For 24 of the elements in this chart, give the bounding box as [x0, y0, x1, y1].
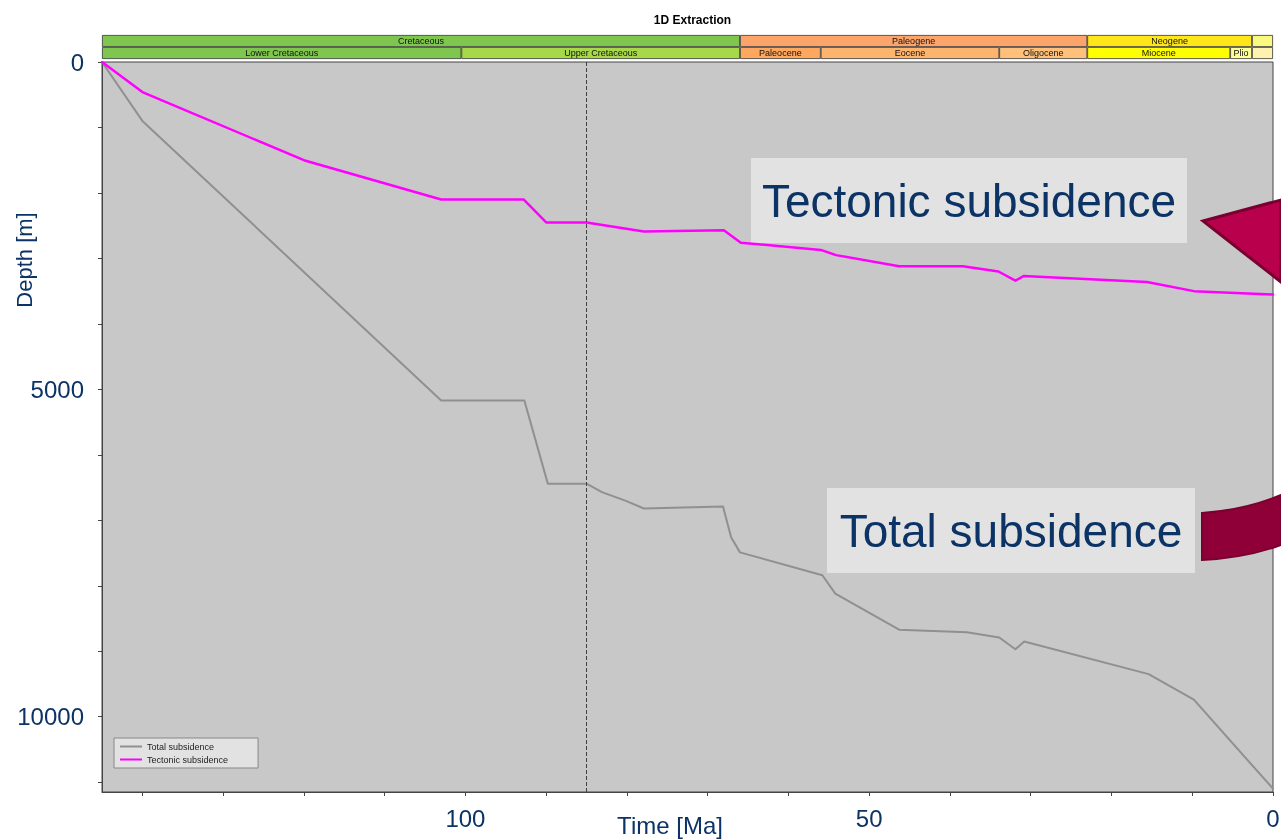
data-label: Lower Cretaceous [245, 48, 319, 58]
y-axis-title: Depth [m] [11, 212, 37, 308]
x-tick-label: 100 [445, 804, 486, 832]
y-tick-label: 0 [70, 48, 84, 76]
legend-label: Total subsidence [147, 741, 215, 752]
data-label: Oligocene [1022, 48, 1064, 58]
x-tick-label: 50 [855, 804, 883, 832]
annotation: Tectonic subsidence [761, 174, 1177, 227]
data-label: Upper Cretaceous [564, 48, 638, 58]
data-label: Eocene [894, 48, 926, 58]
data-label: Paleogene [892, 36, 936, 46]
data-label: Miocene [1141, 48, 1176, 58]
data-label: Plio [1233, 48, 1249, 58]
data-label: Cretaceous [397, 36, 445, 46]
y-tick-label: 10000 [17, 703, 84, 731]
annotation: Total subsidence [839, 504, 1183, 557]
legend-label: Tectonic subsidence [147, 754, 229, 765]
data-label: Neogene [1151, 36, 1188, 46]
data-label: Paleocene [759, 48, 802, 58]
line-series [100, 60, 1275, 296]
x-tick-label: 0 [1266, 804, 1280, 832]
y-tick-label: 5000 [30, 375, 84, 403]
x-axis-title: Time [Ma] [617, 811, 723, 839]
chart-title: 1D Extraction [653, 13, 732, 27]
